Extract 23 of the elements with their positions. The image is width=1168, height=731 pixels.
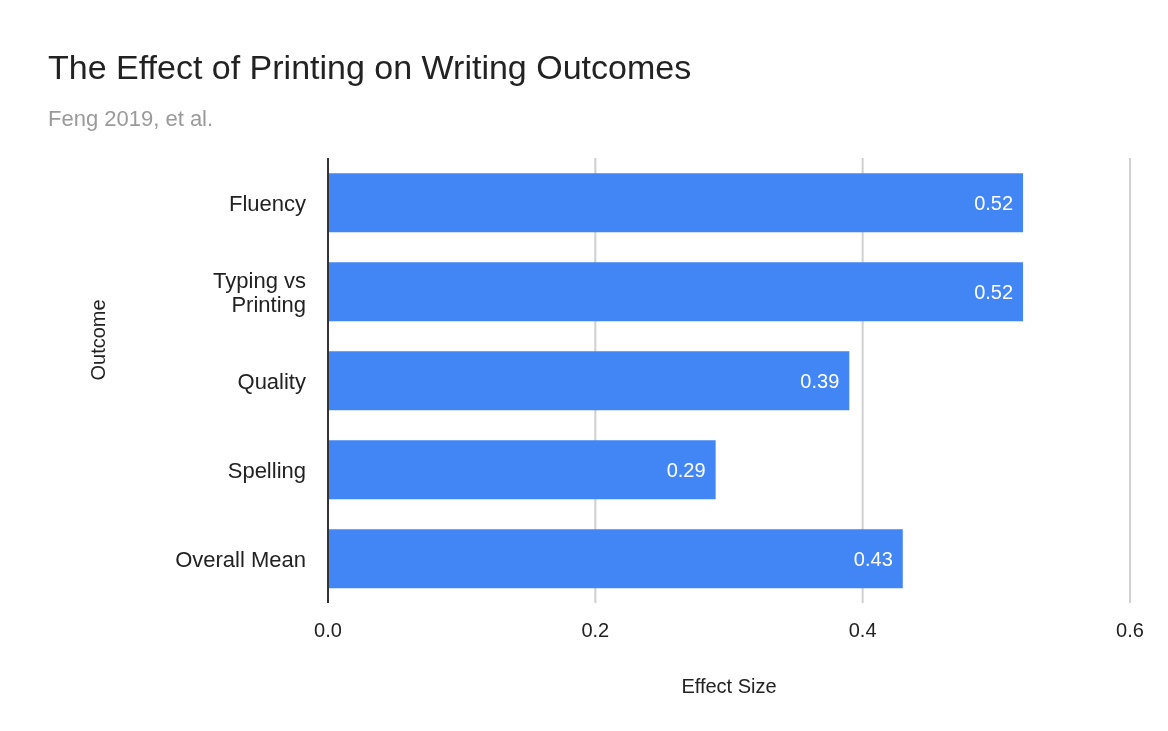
data-label: 0.52 [974,191,1014,214]
text: Feng 2019, et al. [48,106,214,132]
chart-title: The Effect of Printing on Writing Outcomes [48,48,692,87]
bar [328,440,716,500]
bar [328,262,1024,322]
bar [328,351,850,411]
y-axis-title: Outcome [87,299,110,381]
x-tick-label: 0.6 [1116,619,1144,642]
x-tick-label: 0.0 [314,619,342,642]
x-tick-label: 0.4 [848,619,877,642]
x-tick-label: 0.2 [581,619,610,642]
data-label: 0.43 [853,547,893,570]
y-tick-label: Typing vs Printing [213,267,306,316]
data-label: 0.39 [800,369,840,392]
x-axis-title: Effect Size [681,675,777,697]
y-tick-label: Overall Mean [175,546,306,571]
bar [328,529,903,589]
bar [328,173,1024,233]
data-label: 0.52 [974,280,1014,303]
data-label: 0.29 [666,458,706,481]
y-tick-label: Fluency [228,190,306,215]
y-tick-label: Spelling [227,457,306,482]
y-tick-label: Quality [237,368,306,393]
